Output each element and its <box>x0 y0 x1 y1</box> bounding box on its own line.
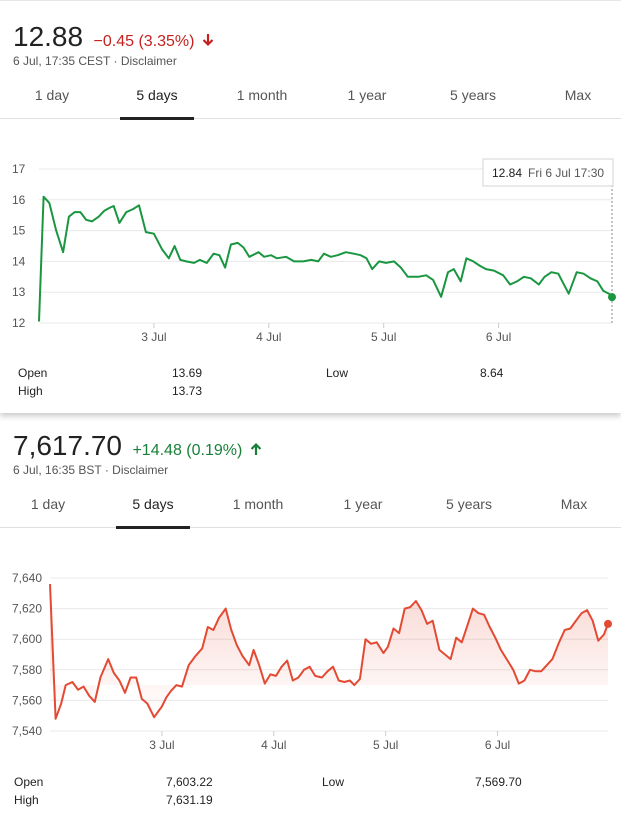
quote-timestamp: 6 Jul, 17:35 CEST · Disclaimer <box>13 54 177 68</box>
x-tick-label: 6 Jul <box>485 738 510 752</box>
stat-open-label: Open <box>14 775 44 789</box>
hover-tooltip: 12.84 Fri 6 Jul 17:30 <box>482 158 614 187</box>
current-price: 7,617.70 <box>13 430 122 461</box>
stat-high-value: 7,631.19 <box>166 793 213 807</box>
tab-max[interactable]: Max <box>564 87 592 103</box>
stat-high-label: High <box>18 384 43 398</box>
stat-high-value: 13.73 <box>172 384 203 398</box>
tab-max[interactable]: Max <box>560 496 588 512</box>
x-tick-label: 6 Jul <box>486 330 511 344</box>
last-point-marker <box>608 293 616 302</box>
stat-open-value: 13.69 <box>172 366 203 380</box>
series-area <box>50 584 608 719</box>
y-tick-label: 16 <box>12 193 26 207</box>
tab-1-year[interactable]: 1 year <box>343 496 383 512</box>
price-change-value: −0.45 (3.35%) <box>93 33 195 50</box>
x-tick-label: 4 Jul <box>256 330 281 344</box>
series-line <box>38 195 613 322</box>
y-tick-label: 7,600 <box>12 632 42 646</box>
stock-panel-2: 7,617.70 +14.48 (0.19%) 6 Jul, 16:35 BST… <box>0 414 621 813</box>
tab-1-year[interactable]: 1 year <box>347 87 387 103</box>
y-tick-label: 14 <box>12 254 26 268</box>
tab-5-days[interactable]: 5 days <box>120 75 194 120</box>
tab-1-day[interactable]: 1 day <box>30 496 66 512</box>
tab-5-years[interactable]: 5 years <box>446 496 492 512</box>
y-tick-label: 7,640 <box>12 571 42 585</box>
y-tick-label: 7,580 <box>12 663 42 677</box>
price-change-value: +14.48 (0.19%) <box>132 442 243 459</box>
tab-5-years[interactable]: 5 years <box>450 87 496 103</box>
y-tick-label: 13 <box>12 285 26 299</box>
x-tick-label: 5 Jul <box>371 330 396 344</box>
arrow-up-icon <box>250 442 262 455</box>
tab-5-days[interactable]: 5 days <box>116 484 190 529</box>
tab-1-day[interactable]: 1 day <box>34 87 70 103</box>
x-tick-label: 3 Jul <box>141 330 166 344</box>
stat-low-label: Low <box>322 775 345 789</box>
stat-low-value: 8.64 <box>480 366 504 380</box>
quote-header: 7,617.70 +14.48 (0.19%) <box>13 430 263 462</box>
x-tick-label: 4 Jul <box>261 738 286 752</box>
range-tabs: 1 day 5 days 1 month 1 year 5 years Max <box>0 484 621 529</box>
stat-low-value: 7,569.70 <box>475 775 522 789</box>
x-tick-label: 5 Jul <box>373 738 398 752</box>
y-tick-label: 7,540 <box>12 724 42 738</box>
price-chart[interactable]: 7,540 7,560 7,580 7,600 7,620 7,640 3 Jul 4 Jul… <box>0 562 621 762</box>
stat-open-label: Open <box>18 366 48 380</box>
y-tick-label: 17 <box>12 162 26 176</box>
quote-timestamp: 6 Jul, 16:35 BST · Disclaimer <box>13 463 169 477</box>
arrow-down-icon <box>202 34 214 47</box>
last-point-marker <box>604 619 612 628</box>
tooltip-time: Fri 6 Jul 17:30 <box>528 166 604 180</box>
y-tick-label: 7,620 <box>12 602 42 616</box>
quote-header: 12.88 −0.45 (3.35%) <box>13 21 215 53</box>
tab-1-month[interactable]: 1 month <box>232 496 284 512</box>
range-tabs: 1 day 5 days 1 month 1 year 5 years Max <box>0 75 621 120</box>
series-line <box>49 584 609 720</box>
y-tick-label: 15 <box>12 224 26 238</box>
price-change: −0.45 (3.35%) <box>94 33 215 50</box>
price-chart[interactable]: 12 13 14 15 16 17 3 Jul 4 Jul 5 Jul 6 Jul 12.84 Fri… <box>0 151 621 351</box>
tooltip-value: 12.84 <box>492 166 522 180</box>
x-tick-label: 3 Jul <box>149 738 174 752</box>
stock-panel-1: 12.88 −0.45 (3.35%) 6 Jul, 17:35 CEST · … <box>0 0 621 398</box>
stat-open-value: 7,603.22 <box>166 775 213 789</box>
stat-low-label: Low <box>326 366 349 380</box>
y-tick-label: 12 <box>12 316 26 330</box>
current-price: 12.88 <box>13 21 84 52</box>
y-tick-label: 7,560 <box>12 693 42 707</box>
stat-high-label: High <box>14 793 39 807</box>
price-change: +14.48 (0.19%) <box>132 442 262 459</box>
tab-1-month[interactable]: 1 month <box>236 87 288 103</box>
